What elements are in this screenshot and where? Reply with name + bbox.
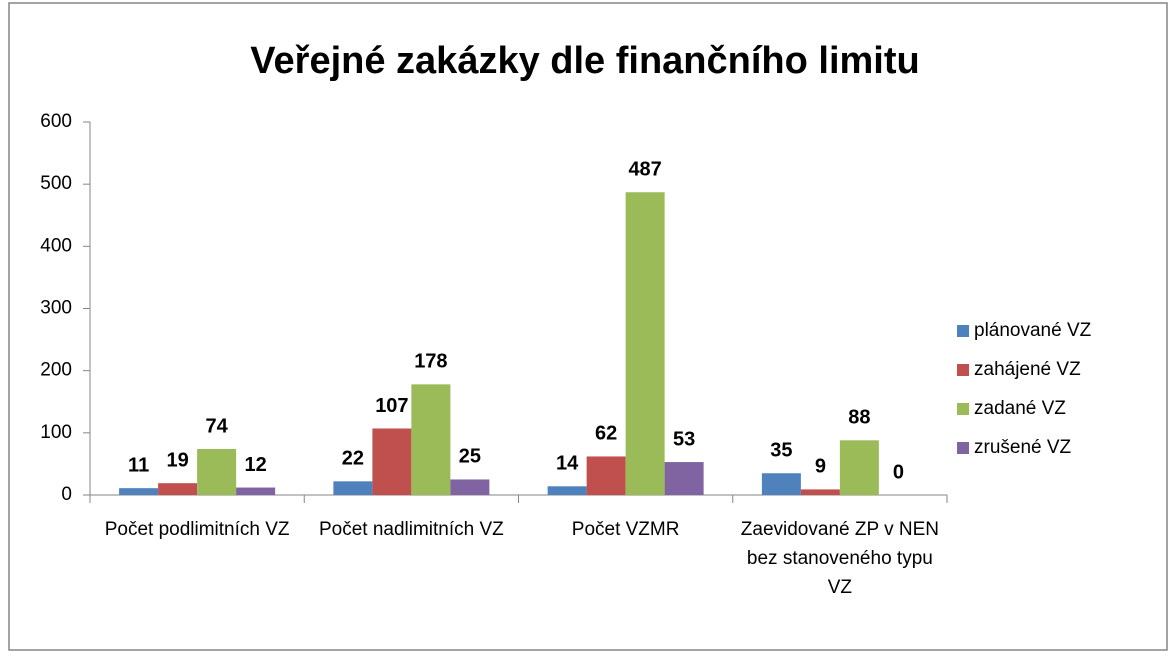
bar — [158, 483, 198, 495]
y-tick-label: 500 — [40, 173, 72, 194]
data-label: 11 — [128, 454, 149, 476]
chart-title: Veřejné zakázky dle finančního limitu — [250, 40, 919, 82]
bar — [236, 487, 276, 495]
data-label: 178 — [414, 351, 447, 373]
data-label: 19 — [167, 449, 189, 471]
legend-label: plánované VZ — [974, 320, 1092, 341]
data-label: 74 — [206, 415, 229, 437]
legend-swatch — [957, 403, 969, 415]
data-label: 9 — [815, 456, 826, 478]
legend-swatch — [957, 442, 969, 454]
bar — [450, 479, 490, 495]
legend-label: zahájené VZ — [974, 359, 1081, 380]
bar — [411, 384, 451, 495]
legend-label: zadané VZ — [974, 398, 1066, 419]
data-label: 0 — [893, 461, 904, 483]
data-label: 88 — [848, 407, 870, 429]
bar — [839, 440, 879, 495]
data-label: 22 — [342, 448, 364, 470]
bar — [625, 192, 665, 495]
data-label: 487 — [628, 159, 661, 181]
y-tick-label: 600 — [40, 111, 72, 132]
x-tick-label: Počet nadlimitních VZ — [318, 519, 504, 540]
x-tick-label: Počet podlimitních VZ — [104, 519, 290, 540]
data-label: 14 — [556, 453, 579, 475]
legend-label: zrušené VZ — [974, 437, 1072, 458]
bar — [333, 481, 373, 495]
y-tick-label: 300 — [40, 298, 72, 319]
bar — [372, 428, 412, 495]
bar — [119, 488, 159, 495]
bar — [547, 486, 587, 495]
legend-swatch — [957, 325, 969, 337]
data-label: 53 — [673, 428, 695, 450]
x-tick-label: Zaevidované ZP v NEN bez stanoveného typ… — [740, 519, 939, 598]
data-label: 62 — [595, 423, 617, 445]
data-label: 35 — [770, 440, 792, 462]
y-tick-label: 400 — [40, 235, 72, 256]
data-label: 12 — [245, 454, 267, 476]
bar — [664, 462, 704, 495]
bar — [761, 473, 801, 495]
y-tick-label: 200 — [40, 360, 72, 381]
y-tick-label: 0 — [61, 484, 72, 505]
bar — [800, 489, 840, 495]
y-tick-label: 100 — [40, 422, 72, 443]
data-label: 25 — [459, 446, 481, 468]
data-label: 107 — [375, 395, 408, 417]
legend-swatch — [957, 364, 969, 376]
chart-frame — [8, 2, 1168, 651]
x-tick-label: Počet VZMR — [571, 519, 680, 540]
bar — [197, 448, 237, 495]
bar — [586, 456, 626, 495]
